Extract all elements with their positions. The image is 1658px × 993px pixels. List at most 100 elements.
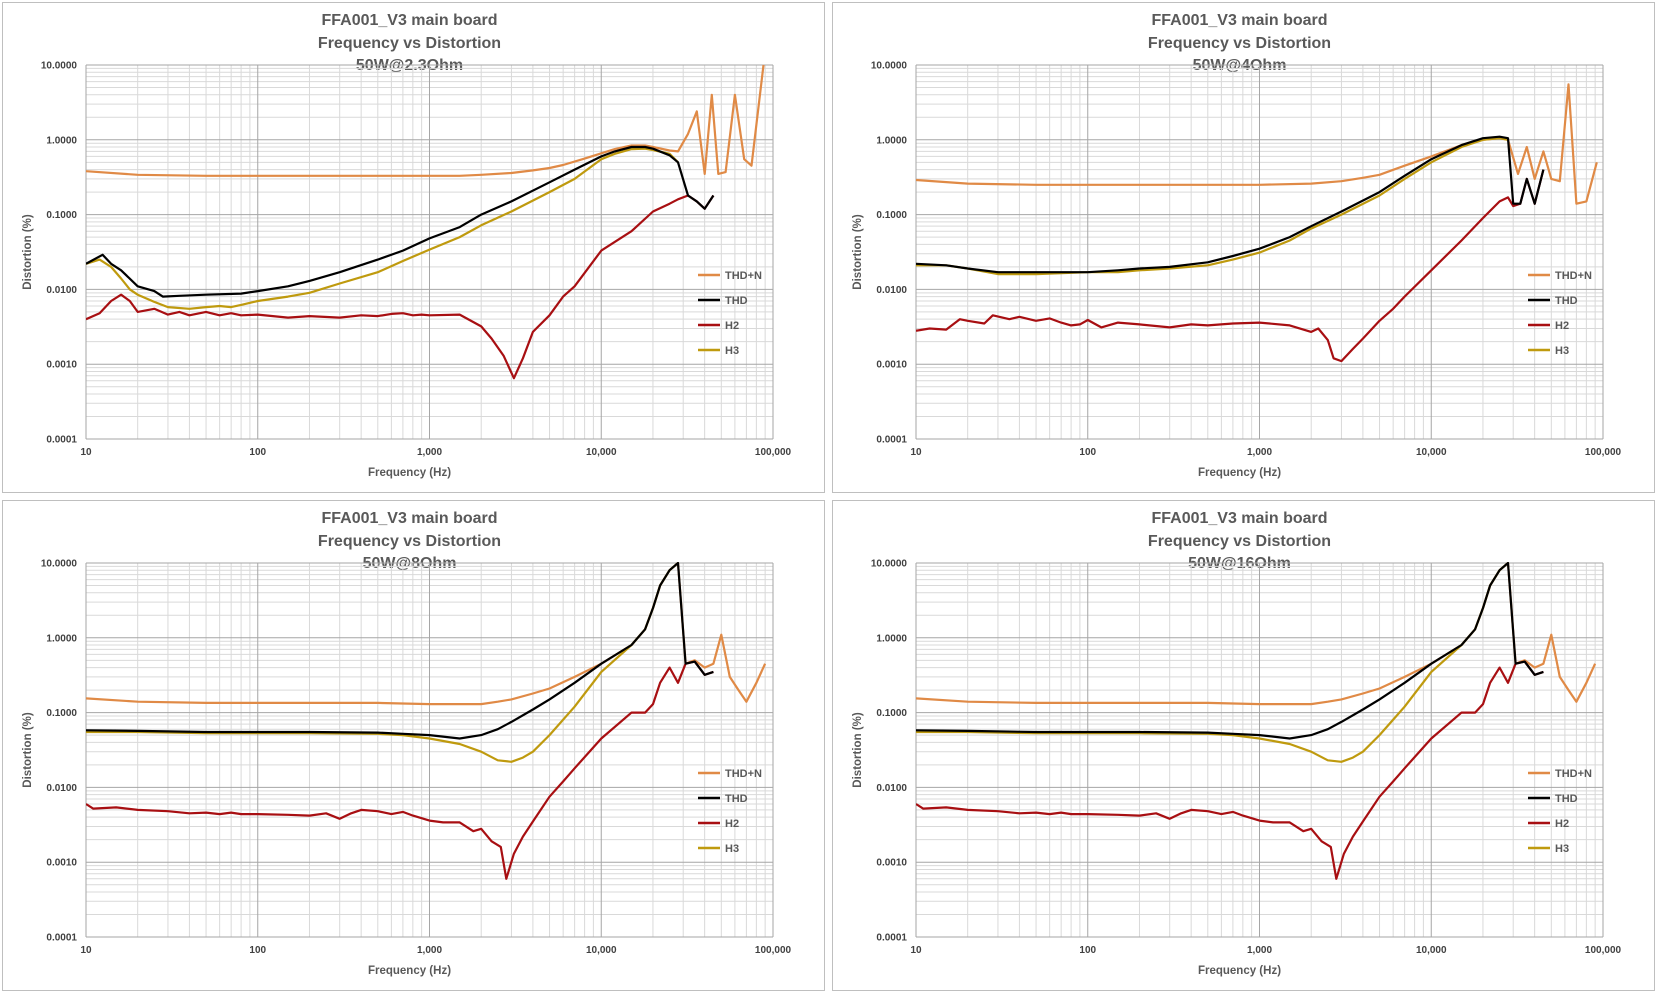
y-tick-label: 10.0000 bbox=[41, 61, 78, 72]
x-tick-label: 1,000 bbox=[417, 945, 442, 956]
y-tick-label: 0.0010 bbox=[876, 858, 907, 869]
x-tick-label: 100 bbox=[1079, 447, 1096, 458]
chart-title-line: FFA001_V3 main board bbox=[321, 12, 497, 29]
series-line-thd-n bbox=[86, 64, 765, 177]
legend-label: H3 bbox=[725, 345, 739, 357]
chart-title-line: Frequency vs Distortion bbox=[1148, 35, 1331, 52]
x-tick-label: 100 bbox=[1079, 945, 1096, 956]
legend-label: THD+N bbox=[1555, 768, 1592, 780]
x-tick-label: 100 bbox=[249, 447, 266, 458]
legend-label: H3 bbox=[1555, 843, 1569, 855]
chart-panel-16ohm: FFA001_V3 main board Frequency vs Distort… bbox=[832, 500, 1655, 991]
y-tick-label: 0.0001 bbox=[876, 933, 907, 944]
x-tick-label: 1,000 bbox=[1247, 447, 1272, 458]
chart-panel-8ohm: FFA001_V3 main board Frequency vs Distort… bbox=[2, 500, 825, 991]
series-line-thd-n bbox=[86, 562, 767, 706]
y-tick-label: 10.0000 bbox=[871, 559, 908, 570]
legend-label: THD bbox=[725, 295, 748, 307]
chart-title-line: FFA001_V3 main board bbox=[321, 510, 497, 527]
y-tick-label: 0.0001 bbox=[46, 435, 77, 446]
y-axis-label: Distortion (%) bbox=[852, 712, 864, 788]
chart-svg: FFA001_V3 main board Frequency vs Distort… bbox=[852, 510, 1622, 977]
chart-title-line: FFA001_V3 main board bbox=[1151, 510, 1327, 527]
legend-label: H2 bbox=[725, 320, 739, 332]
legend-label: THD bbox=[1555, 793, 1578, 805]
x-tick-label: 100,000 bbox=[755, 945, 792, 956]
y-tick-label: 0.0100 bbox=[46, 285, 77, 296]
y-tick-label: 0.0010 bbox=[46, 360, 77, 371]
y-tick-label: 0.0010 bbox=[876, 360, 907, 371]
series-line-h2 bbox=[86, 194, 715, 380]
chart-svg: FFA001_V3 main board Frequency vs Distort… bbox=[22, 510, 792, 977]
series-line-h2 bbox=[916, 169, 1545, 363]
legend-label: THD+N bbox=[725, 270, 762, 282]
chart-svg: FFA001_V3 main board Frequency vs Distort… bbox=[852, 12, 1622, 479]
x-tick-label: 100,000 bbox=[1585, 447, 1622, 458]
x-tick-label: 10 bbox=[910, 447, 922, 458]
y-tick-label: 0.0001 bbox=[46, 933, 77, 944]
major-gridlines bbox=[85, 64, 774, 440]
legend-label: H3 bbox=[725, 843, 739, 855]
y-tick-label: 0.0100 bbox=[46, 783, 77, 794]
series-line-h2 bbox=[916, 660, 1544, 880]
x-axis-label: Frequency (Hz) bbox=[368, 467, 451, 479]
y-tick-label: 0.0100 bbox=[876, 285, 907, 296]
y-tick-label: 1.0000 bbox=[876, 135, 907, 146]
chart-panel-4ohm: FFA001_V3 main board Frequency vs Distort… bbox=[832, 2, 1655, 493]
series-line-thd bbox=[916, 135, 1545, 274]
series-line-h3 bbox=[916, 137, 1509, 276]
y-tick-label: 0.0010 bbox=[46, 858, 77, 869]
x-tick-label: 1,000 bbox=[417, 447, 442, 458]
x-tick-label: 100,000 bbox=[1585, 945, 1622, 956]
x-tick-label: 10,000 bbox=[586, 945, 617, 956]
x-tick-label: 10,000 bbox=[586, 447, 617, 458]
legend-label: H2 bbox=[1555, 818, 1569, 830]
series-line-h2 bbox=[86, 660, 714, 880]
x-tick-label: 10,000 bbox=[1416, 447, 1447, 458]
chart-panel-2p3ohm: FFA001_V3 main board Frequency vs Distort… bbox=[2, 2, 825, 493]
series-line-h3 bbox=[86, 147, 679, 310]
chart-title-line: Frequency vs Distortion bbox=[318, 533, 501, 550]
y-tick-label: 0.0001 bbox=[876, 435, 907, 446]
y-tick-label: 0.1000 bbox=[46, 708, 77, 719]
legend-label: H3 bbox=[1555, 345, 1569, 357]
y-tick-label: 1.0000 bbox=[46, 135, 77, 146]
y-tick-label: 10.0000 bbox=[871, 61, 908, 72]
x-tick-label: 10 bbox=[910, 945, 922, 956]
series-line-thd bbox=[86, 562, 714, 740]
y-tick-label: 0.1000 bbox=[876, 210, 907, 221]
y-axis-label: Distortion (%) bbox=[22, 712, 34, 788]
x-axis-label: Frequency (Hz) bbox=[1198, 965, 1281, 977]
x-tick-label: 100 bbox=[249, 945, 266, 956]
legend-label: THD+N bbox=[1555, 270, 1592, 282]
y-tick-label: 10.0000 bbox=[41, 559, 78, 570]
x-tick-label: 100,000 bbox=[755, 447, 792, 458]
series-line-thd-n bbox=[916, 562, 1597, 706]
series-line-thd bbox=[916, 562, 1544, 740]
major-gridlines bbox=[915, 562, 1604, 938]
legend-label: THD+N bbox=[725, 768, 762, 780]
x-tick-label: 10 bbox=[80, 447, 92, 458]
y-axis-label: Distortion (%) bbox=[852, 214, 864, 290]
legend-label: H2 bbox=[725, 818, 739, 830]
major-gridlines bbox=[85, 562, 774, 938]
y-axis-label: Distortion (%) bbox=[22, 214, 34, 290]
x-tick-label: 10,000 bbox=[1416, 945, 1447, 956]
y-tick-label: 0.1000 bbox=[876, 708, 907, 719]
chart-title-line: Frequency vs Distortion bbox=[1148, 533, 1331, 550]
legend-label: THD bbox=[725, 793, 748, 805]
legend-label: THD bbox=[1555, 295, 1578, 307]
x-tick-label: 1,000 bbox=[1247, 945, 1272, 956]
y-tick-label: 0.0100 bbox=[876, 783, 907, 794]
y-tick-label: 1.0000 bbox=[46, 633, 77, 644]
y-tick-label: 0.1000 bbox=[46, 210, 77, 221]
x-axis-label: Frequency (Hz) bbox=[1198, 467, 1281, 479]
chart-title-line: Frequency vs Distortion bbox=[318, 35, 501, 52]
chart-title-line: FFA001_V3 main board bbox=[1151, 12, 1327, 29]
y-tick-label: 1.0000 bbox=[876, 633, 907, 644]
x-axis-label: Frequency (Hz) bbox=[368, 965, 451, 977]
legend-label: H2 bbox=[1555, 320, 1569, 332]
series-line-thd-n bbox=[916, 83, 1598, 205]
chart-svg: FFA001_V3 main board Frequency vs Distort… bbox=[22, 12, 792, 479]
x-tick-label: 10 bbox=[80, 945, 92, 956]
